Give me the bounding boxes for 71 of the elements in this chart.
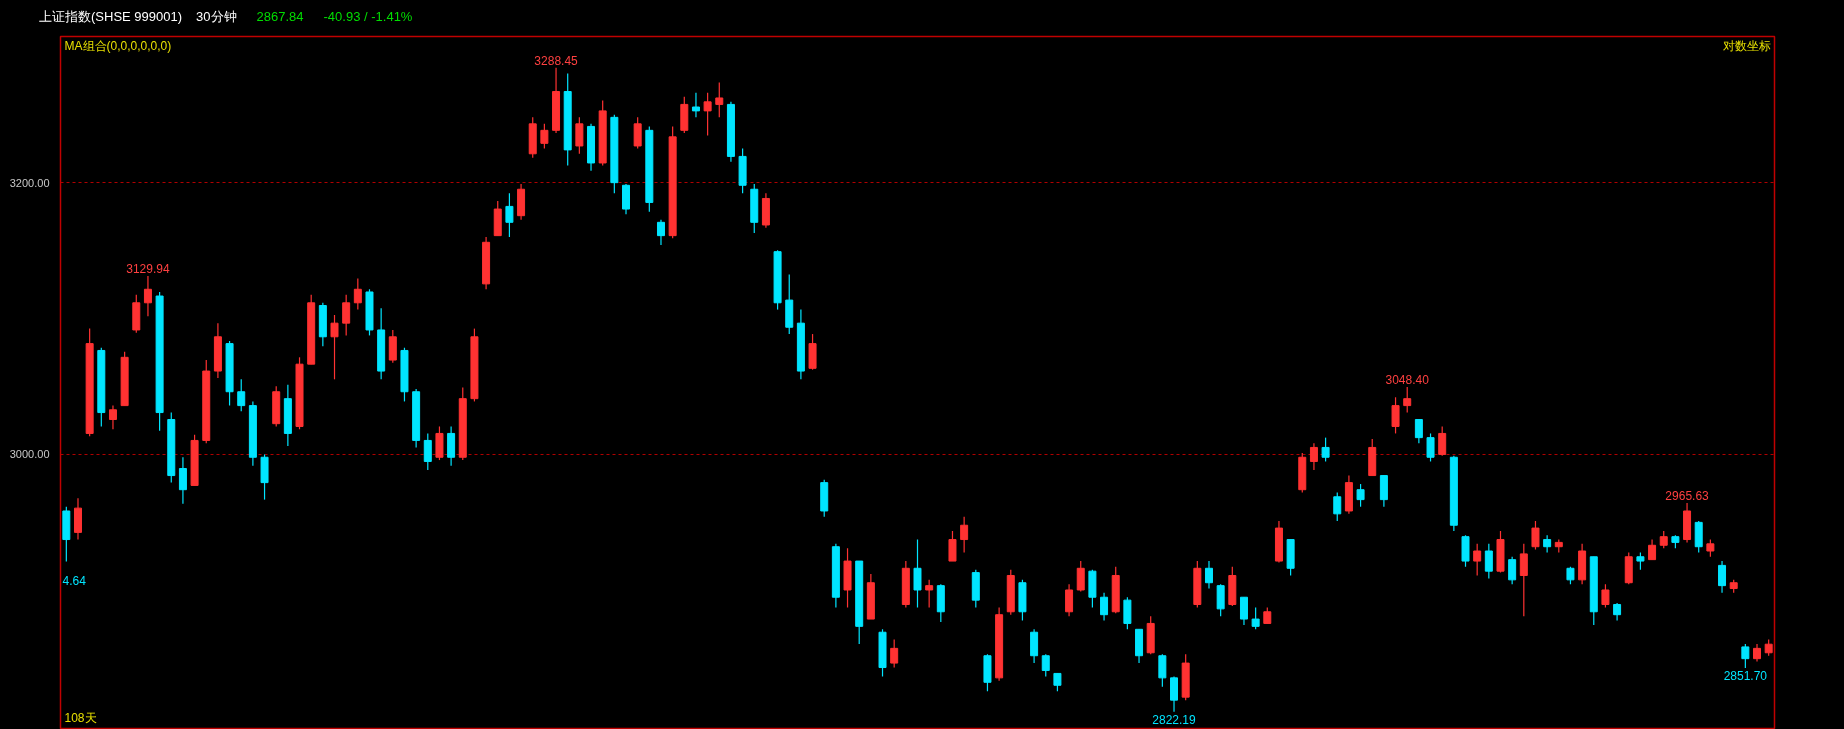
candlestick [1216,583,1225,617]
candlestick [1309,442,1318,471]
annotation: 3129.94 [126,261,170,276]
candlestick [913,538,922,608]
candlestick [1414,418,1423,444]
candlestick [1426,432,1435,463]
candlestick [435,425,444,461]
candlestick [1239,596,1248,626]
candlestick [1041,653,1050,677]
candlestick [505,192,514,238]
annotation: 对数坐标 [1722,38,1771,53]
candlestick [1076,560,1085,593]
candlestick [1251,606,1260,630]
candlestick [715,81,724,118]
candlestick [1065,583,1074,617]
candlestick [925,579,934,608]
y-tick-label: 3000.00 [9,448,50,461]
candlestick [703,92,712,137]
candlestick [633,116,642,150]
y-tick-label: 3200.00 [9,176,50,189]
candlestick [388,329,397,364]
candlestick [447,425,456,467]
candlestick [1100,592,1109,622]
candlestick [1205,560,1213,590]
candlestick [1170,675,1179,713]
candlestick [948,530,957,562]
candlestick [1333,491,1342,522]
candlestick [1391,396,1400,435]
candlestick [1158,653,1167,688]
candlestick [1030,628,1039,664]
candlestick [1438,425,1447,457]
candlestick [108,405,117,430]
candlestick [143,275,152,317]
annotation: 108天 [64,710,97,725]
candlestick [1648,538,1657,561]
candlestick [1601,583,1610,608]
candlestick [656,219,665,246]
annotation: 3048.40 [1385,373,1430,388]
candlestick [575,116,584,155]
candlestick [237,378,246,412]
annotation: MA组合(0,0,0,0,0,0) [64,38,172,53]
chart-subtitle: 30分钟 [196,9,237,24]
candlestick [1356,483,1365,508]
candlestick [353,277,362,311]
annotation: 4.64 [62,573,87,588]
candlestick [1531,520,1540,551]
chart-title: 上证指数(SHSE 999001) [39,9,183,24]
candlestick [178,456,187,505]
annotation: 2851.70 [1723,668,1768,683]
candlestick [960,516,969,554]
text: -40.93 / -1.41% [323,9,413,24]
candlestick [423,432,432,471]
annotation: 2822.19 [1152,712,1197,727]
candlestick [1484,543,1493,579]
candlestick [1508,556,1517,585]
candlestick [691,92,700,118]
candlestick [342,294,351,337]
candlestick [540,123,549,150]
candlestick [1123,596,1132,630]
text: 2867.84 [256,9,304,24]
candlestick [622,183,630,215]
annotation: 3288.45 [534,53,579,68]
candlestick [890,638,899,669]
candlestick [1321,437,1330,463]
candlestick [1519,543,1528,617]
candlestick [1741,643,1750,669]
annotation: 2965.63 [1665,488,1710,503]
candlestick [330,314,339,380]
candlestick [1473,543,1482,577]
candlestick [1403,386,1412,414]
candlestick [1718,560,1727,594]
